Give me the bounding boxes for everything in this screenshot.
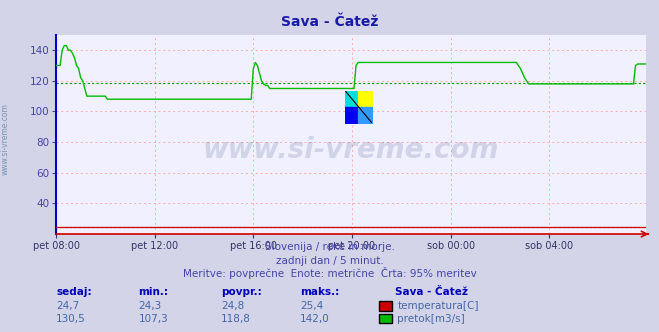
Text: 24,8: 24,8 [221, 301, 244, 311]
Text: povpr.:: povpr.: [221, 287, 262, 297]
Text: Slovenija / reke in morje.: Slovenija / reke in morje. [264, 242, 395, 252]
Text: Sava - Čatež: Sava - Čatež [281, 15, 378, 29]
Text: sedaj:: sedaj: [56, 287, 92, 297]
Text: maks.:: maks.: [300, 287, 339, 297]
Text: Sava - Čatež: Sava - Čatež [395, 287, 469, 297]
Text: 142,0: 142,0 [300, 314, 330, 324]
Text: 130,5: 130,5 [56, 314, 86, 324]
Text: www.si-vreme.com: www.si-vreme.com [203, 136, 499, 164]
Text: zadnji dan / 5 minut.: zadnji dan / 5 minut. [275, 256, 384, 266]
Text: www.si-vreme.com: www.si-vreme.com [1, 104, 10, 175]
Text: pretok[m3/s]: pretok[m3/s] [397, 314, 465, 324]
Text: 24,3: 24,3 [138, 301, 161, 311]
Text: min.:: min.: [138, 287, 169, 297]
Text: Meritve: povprečne  Enote: metrične  Črta: 95% meritev: Meritve: povprečne Enote: metrične Črta:… [183, 267, 476, 279]
Text: 107,3: 107,3 [138, 314, 168, 324]
Text: 24,7: 24,7 [56, 301, 79, 311]
Text: temperatura[C]: temperatura[C] [397, 301, 479, 311]
Text: 25,4: 25,4 [300, 301, 323, 311]
Text: 118,8: 118,8 [221, 314, 250, 324]
